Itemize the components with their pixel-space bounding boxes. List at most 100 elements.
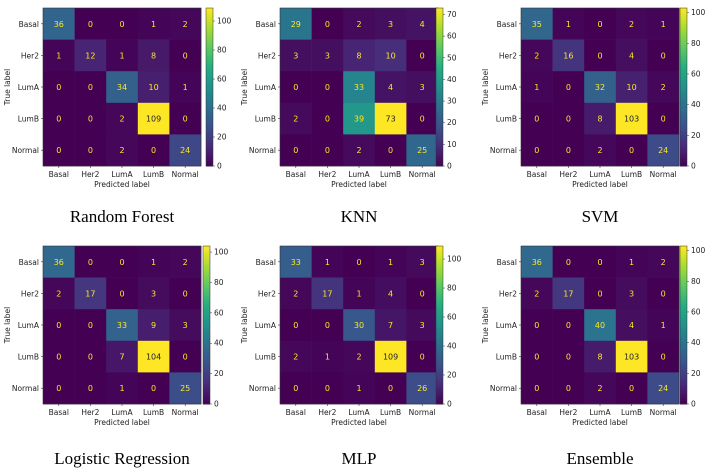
matrix-cell: [406, 102, 439, 135]
colorbar-segment: [436, 94, 443, 99]
matrix-cell: [280, 246, 312, 278]
colorbar-segment: [436, 34, 443, 38]
colorbar-segment: [436, 76, 443, 80]
colorbar-segment: [436, 15, 443, 20]
colorbar-segment: [436, 340, 443, 344]
colorbar-segment: [436, 303, 443, 308]
colorbar-segment: [436, 89, 443, 93]
cell-value: 2: [293, 353, 298, 362]
x-tick-label: LumB: [621, 170, 642, 179]
matrix-cell: [647, 340, 680, 373]
colorbar-segment: [436, 353, 443, 358]
colorbar-tick-label: 100: [217, 17, 232, 26]
cell-value: 1: [661, 20, 666, 29]
cell-value: 0: [119, 289, 124, 298]
matrix-cell: [106, 8, 139, 40]
y-tick-label: LumB: [255, 353, 276, 362]
matrix-cell: [521, 372, 553, 405]
colorbar-segment: [436, 36, 443, 41]
colorbar-segment: [680, 335, 687, 339]
cell-value: 40: [595, 321, 605, 330]
colorbar-segment: [436, 285, 443, 289]
colorbar-segment: [436, 113, 443, 117]
colorbar-segment: [680, 385, 687, 389]
panel-title: Logistic Regression: [54, 449, 190, 468]
colorbar-segment: [206, 134, 213, 138]
colorbar-segment: [680, 47, 687, 51]
colorbar-segment: [206, 152, 213, 156]
x-tick-label: Her2: [559, 170, 577, 179]
matrix-cell: [280, 8, 312, 40]
colorbar-segment: [680, 256, 687, 260]
matrix-cell: [311, 277, 344, 310]
cell-value: 35: [532, 20, 542, 29]
colorbar-segment: [680, 348, 687, 352]
colorbar-segment: [680, 296, 687, 300]
matrix-cell: [374, 8, 407, 40]
matrix-cell: [374, 372, 407, 405]
colorbar-segment: [436, 390, 443, 394]
colorbar-segment: [206, 55, 213, 59]
colorbar-segment: [436, 150, 443, 154]
colorbar-segment: [680, 253, 687, 258]
cell-value: 0: [420, 51, 425, 60]
cell-value: 1: [356, 289, 361, 298]
colorbar-segment: [203, 348, 210, 352]
cell-value: 0: [420, 289, 425, 298]
matrix-cell: [343, 71, 376, 104]
colorbar-segment: [203, 309, 210, 313]
colorbar-segment: [436, 393, 443, 397]
colorbar-segment: [680, 319, 687, 323]
cell-value: 0: [661, 289, 666, 298]
colorbar-segment: [206, 15, 213, 20]
colorbar-segment: [436, 338, 443, 342]
colorbar-segment: [203, 269, 210, 273]
cell-value: 1: [566, 20, 571, 29]
cell-value: 3: [420, 83, 425, 92]
colorbar-segment: [436, 142, 443, 146]
colorbar-segment: [680, 272, 687, 276]
cell-value: 2: [293, 289, 298, 298]
panel-title: Ensemble: [566, 449, 633, 468]
colorbar-segment: [206, 76, 213, 80]
y-tick-label: LumA: [18, 321, 40, 330]
colorbar-segment: [203, 390, 210, 394]
colorbar-segment: [203, 338, 210, 342]
colorbar-segment: [436, 147, 443, 151]
cell-value: 36: [54, 20, 64, 29]
cell-value: 8: [356, 51, 361, 60]
colorbar-segment: [436, 121, 443, 125]
colorbar-segment: [680, 332, 687, 337]
matrix-cell: [311, 39, 344, 72]
colorbar-segment: [680, 301, 687, 305]
colorbar-segment: [203, 303, 210, 308]
colorbar-segment: [680, 144, 687, 149]
cell-value: 25: [180, 384, 190, 393]
x-axis-label: Predicted label: [94, 180, 150, 189]
colorbar-segment: [203, 317, 210, 321]
matrix-cell: [311, 134, 344, 167]
cell-value: 0: [566, 384, 571, 393]
y-tick-label: Her2: [258, 289, 276, 298]
x-tick-label: Normal: [650, 408, 677, 417]
y-tick-label: Normal: [249, 146, 276, 155]
panel-title: Random Forest: [70, 207, 175, 226]
cell-value: 3: [388, 20, 393, 29]
colorbar-tick-label: 40: [447, 342, 457, 351]
colorbar-tick-label: 10: [447, 140, 457, 149]
matrix-cell: [137, 340, 170, 373]
cell-value: 0: [356, 258, 361, 267]
matrix-cell: [43, 71, 75, 104]
cell-value: 2: [119, 146, 124, 155]
matrix-cell: [584, 71, 617, 104]
colorbar-tick-label: 40: [691, 338, 701, 347]
matrix-cell: [584, 340, 617, 373]
cell-value: 109: [383, 353, 398, 362]
cell-value: 0: [566, 146, 571, 155]
colorbar-tick-label: 40: [691, 100, 701, 109]
cell-value: 1: [388, 258, 393, 267]
colorbar-segment: [436, 92, 443, 96]
colorbar-segment: [203, 253, 210, 258]
colorbar-segment: [436, 108, 443, 112]
x-tick-label: LumA: [111, 408, 133, 417]
